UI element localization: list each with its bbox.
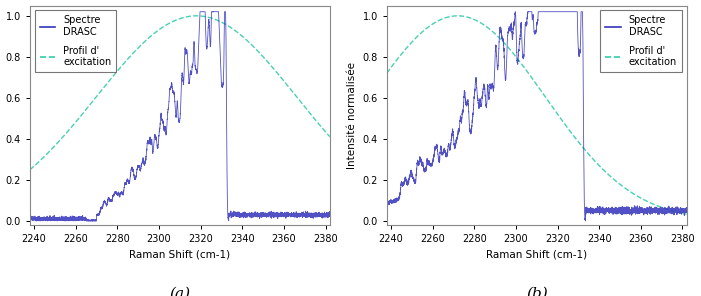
Text: (b): (b): [526, 287, 547, 296]
Text: (a): (a): [169, 287, 191, 296]
Y-axis label: Intensité normalisée: Intensité normalisée: [347, 62, 357, 169]
Legend: Spectre
DRASC, Profil d'
excitation: Spectre DRASC, Profil d' excitation: [35, 10, 116, 72]
Legend: Spectre
DRASC, Profil d'
excitation: Spectre DRASC, Profil d' excitation: [600, 10, 681, 72]
X-axis label: Raman Shift (cm-1): Raman Shift (cm-1): [486, 250, 587, 260]
X-axis label: Raman Shift (cm-1): Raman Shift (cm-1): [129, 250, 231, 260]
